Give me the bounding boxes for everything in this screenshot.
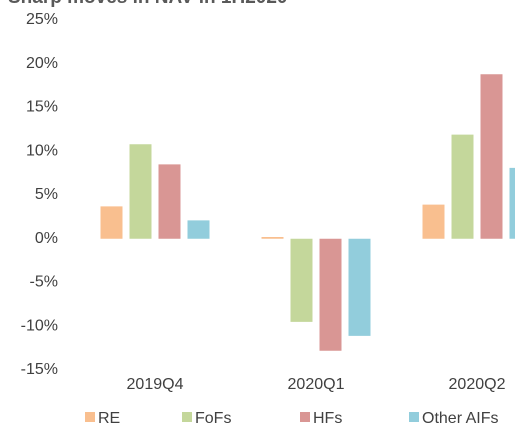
y-tick-label: 25%	[26, 11, 58, 28]
bar	[509, 167, 515, 239]
y-tick-label: 20%	[26, 55, 58, 72]
y-tick-label: 5%	[35, 186, 58, 203]
y-tick-label: 15%	[26, 99, 58, 116]
bar	[348, 238, 371, 336]
legend-swatch	[409, 412, 419, 422]
y-tick-label: -5%	[30, 274, 58, 291]
bar	[100, 206, 123, 239]
bar	[290, 238, 313, 322]
bar	[319, 238, 342, 351]
bar	[451, 134, 474, 239]
x-tick-label: 2020Q1	[288, 376, 345, 393]
y-tick-label: 0%	[35, 230, 58, 247]
x-tick-label: 2019Q4	[127, 376, 184, 393]
legend-swatch	[300, 412, 310, 422]
bar	[158, 164, 181, 239]
legend-swatch	[182, 412, 192, 422]
bar	[480, 74, 503, 239]
legend-label: RE	[98, 410, 120, 425]
chart-title: Sharp moves in NAV in 1H2020	[8, 0, 287, 8]
y-tick-label: -10%	[21, 317, 58, 334]
bar	[261, 237, 284, 239]
bar	[422, 204, 445, 239]
bar	[187, 220, 210, 239]
legend-swatch	[85, 412, 95, 422]
legend-label: Other AIFs	[422, 410, 498, 425]
legend-label: FoFs	[195, 410, 231, 425]
bar	[129, 144, 152, 239]
x-tick-label: 2020Q2	[449, 376, 506, 393]
y-tick-label: -15%	[21, 361, 58, 378]
legend-label: HFs	[313, 410, 342, 425]
y-tick-label: 10%	[26, 142, 58, 159]
